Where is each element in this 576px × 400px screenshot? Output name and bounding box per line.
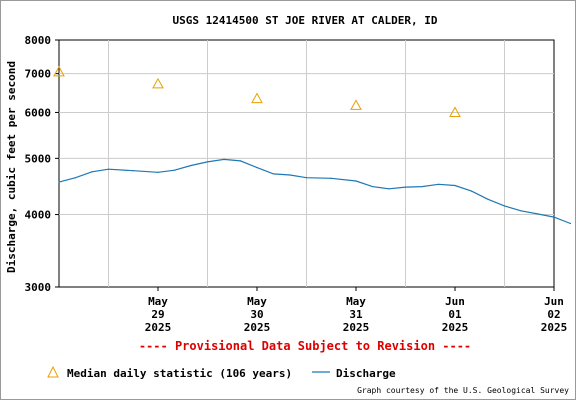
discharge-point <box>388 188 390 190</box>
discharge-point <box>503 205 506 207</box>
x-tick-label: 30 <box>250 308 263 321</box>
discharge-point <box>330 177 332 179</box>
y-tick-label: 6000 <box>25 106 52 119</box>
legend: Median daily statistic (106 years) Disch… <box>47 365 396 380</box>
legend-label-discharge: Discharge <box>336 367 396 380</box>
y-tick-label: 5000 <box>25 152 52 165</box>
chart-title: USGS 12414500 ST JOE RIVER AT CALDER, ID <box>173 14 438 27</box>
y-tick-label: 3000 <box>25 281 52 294</box>
discharge-point <box>272 173 275 175</box>
y-tick-label: 4000 <box>25 209 52 222</box>
y-tick-label: 7000 <box>25 68 52 81</box>
x-tick-label: Jun <box>445 295 465 308</box>
discharge-point <box>173 169 176 171</box>
legend-label-median: Median daily statistic (106 years) <box>67 367 292 380</box>
provisional-notice: ---- Provisional Data Subject to Revisio… <box>139 339 471 353</box>
median-triangle-marker <box>152 77 164 89</box>
x-tick-label: 02 <box>547 308 560 321</box>
x-tick-label: 2025 <box>343 321 370 334</box>
discharge-point <box>157 171 159 173</box>
credit-text: Graph courtesy of the U.S. Geological Su… <box>357 386 569 395</box>
x-tick-label: 31 <box>349 308 363 321</box>
discharge-point <box>536 213 539 215</box>
y-axis-label: Discharge, cubic feet per second <box>5 61 18 273</box>
x-tick-label: 2025 <box>541 321 568 334</box>
median-triangle-marker <box>350 99 362 110</box>
discharge-point <box>454 184 456 187</box>
discharge-point <box>371 185 374 188</box>
x-tick-labels: May292025May302025May312025Jun012025Jun0… <box>145 295 568 334</box>
y-tick-label: 8000 <box>25 34 52 47</box>
median-triangle-marker <box>449 106 461 117</box>
grid <box>55 39 555 291</box>
x-tick-label: 29 <box>151 308 164 321</box>
x-tick-label: 2025 <box>442 321 469 334</box>
discharge-point <box>404 186 407 188</box>
discharge-point <box>305 177 308 179</box>
discharge-point <box>437 183 440 185</box>
discharge-point <box>569 222 572 225</box>
legend-triangle-icon <box>47 365 59 378</box>
median-triangle-marker <box>251 92 263 104</box>
y-tick-labels: 3000 4000 5000 6000 7000 8000 <box>25 34 52 294</box>
discharge-point <box>132 170 134 172</box>
x-tick-label: May <box>148 295 168 308</box>
discharge-line <box>58 158 571 225</box>
discharge-point <box>206 161 209 163</box>
discharge-point <box>256 166 258 169</box>
discharge-point <box>553 216 555 218</box>
discharge-point <box>520 210 522 212</box>
discharge-point <box>289 174 291 176</box>
discharge-point <box>355 180 357 182</box>
discharge-point <box>239 160 242 162</box>
x-tick-label: 01 <box>448 308 462 321</box>
x-tick-label: May <box>247 295 267 308</box>
series <box>53 65 572 225</box>
discharge-point <box>74 177 77 179</box>
discharge-point <box>190 164 192 167</box>
discharge-point <box>223 158 225 160</box>
x-tick-label: 2025 <box>244 321 271 334</box>
x-tick-label: May <box>346 295 366 308</box>
median-triangle-marker <box>53 65 65 77</box>
discharge-point <box>470 190 473 192</box>
x-tick-label: Jun <box>544 295 564 308</box>
discharge-point <box>421 185 423 188</box>
x-tick-label: 2025 <box>145 321 172 334</box>
discharge-point <box>107 168 110 170</box>
discharge-point <box>58 181 60 183</box>
discharge-point <box>487 198 489 200</box>
discharge-point <box>91 171 93 173</box>
